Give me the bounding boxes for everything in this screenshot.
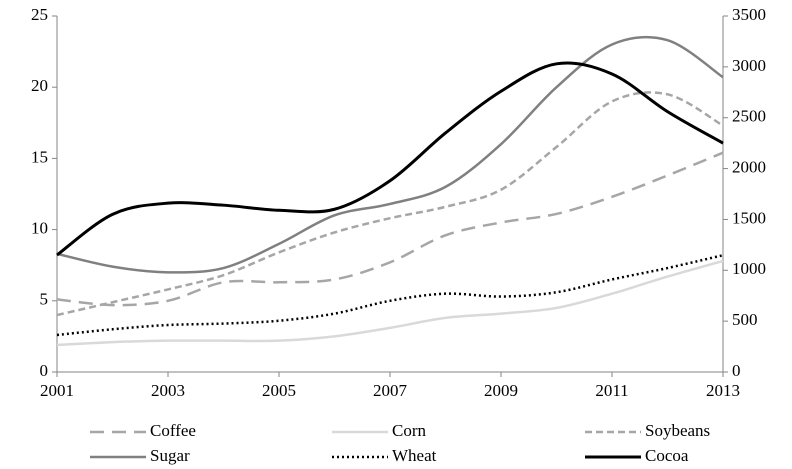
series-line <box>56 259 724 347</box>
y-tick-label: 10 <box>31 219 48 238</box>
y2-tick-label: 0 <box>732 361 741 380</box>
y2-tick-label: 3500 <box>732 5 766 24</box>
x-tick-label: 2005 <box>262 381 296 400</box>
y-tick-label: 5 <box>40 290 49 309</box>
legend-label: Corn <box>392 421 427 440</box>
x-tick-label: 2003 <box>151 381 185 400</box>
series-line <box>56 254 724 337</box>
series-line <box>56 35 724 274</box>
x-tick-label: 2011 <box>595 381 628 400</box>
y2-tick-label: 500 <box>732 310 758 329</box>
series-line <box>56 151 724 307</box>
y2-tick-label: 1500 <box>732 208 766 227</box>
x-tick-label: 2007 <box>373 381 408 400</box>
y-tick-label: 25 <box>31 5 48 24</box>
series-line <box>56 91 724 317</box>
x-tick-label: 2009 <box>484 381 518 400</box>
y2-tick-label: 1000 <box>732 259 766 278</box>
x-tick-label: 2001 <box>40 381 74 400</box>
legend-label: Coffee <box>150 421 196 440</box>
y2-tick-label: 2500 <box>732 107 766 126</box>
y-tick-label: 15 <box>31 147 48 166</box>
legend-label: Cocoa <box>645 446 689 465</box>
legend-label: Soybeans <box>645 421 710 440</box>
x-tick-label: 2013 <box>706 381 740 400</box>
legend-label: Sugar <box>150 446 190 465</box>
y2-tick-label: 2000 <box>732 157 766 176</box>
y-tick-label: 0 <box>40 361 49 380</box>
y-tick-label: 20 <box>31 76 48 95</box>
series-line <box>56 61 724 257</box>
y2-tick-label: 3000 <box>732 56 766 75</box>
legend-label: Wheat <box>392 446 437 465</box>
